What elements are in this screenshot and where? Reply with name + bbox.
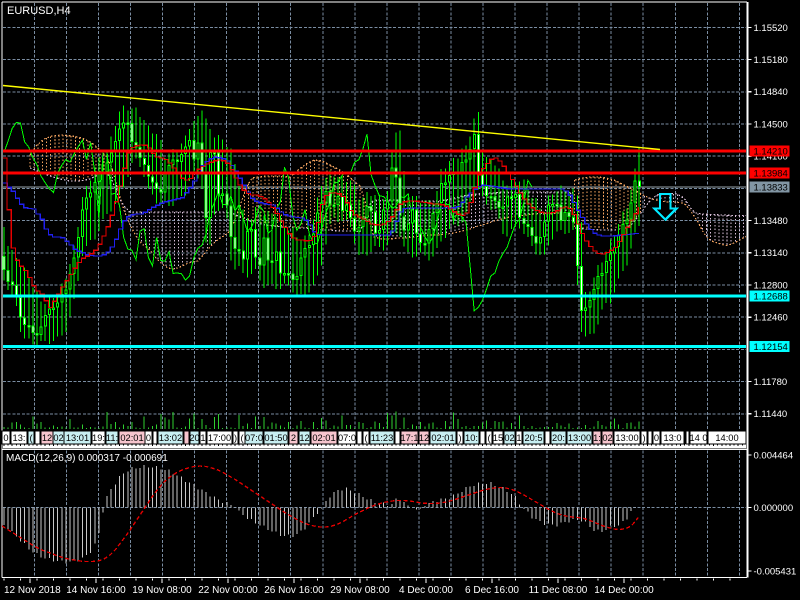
svg-text:01:50: 01:50 [264,433,287,443]
svg-text:1.12800: 1.12800 [754,280,788,291]
svg-text:0: 0 [654,433,659,443]
svg-text:14 Nov 16:00: 14 Nov 16:00 [66,585,126,596]
svg-text:12: 12 [419,433,429,443]
svg-text:07:0: 07:0 [245,433,263,443]
svg-text:02:01: 02:01 [431,433,454,443]
svg-text:12: 12 [42,433,52,443]
svg-text:1.13984: 1.13984 [754,168,788,179]
svg-text:MACD(12,26,9) 0.000317 -0.0006: MACD(12,26,9) 0.000317 -0.000691 [6,453,168,464]
svg-text:22 Nov 00:00: 22 Nov 00:00 [198,585,258,596]
svg-text:1.11780: 1.11780 [754,377,788,388]
svg-text:19:: 19: [92,433,105,443]
svg-text:29 Nov 08:00: 29 Nov 08:00 [330,585,390,596]
svg-text:12: 12 [299,433,309,443]
svg-text:6 Dec 16:00: 6 Dec 16:00 [465,585,519,596]
svg-text:): ) [234,433,237,443]
svg-text:(: ( [240,433,244,443]
svg-text:1.15520: 1.15520 [754,23,788,34]
svg-text:02: 02 [53,433,63,443]
svg-text:13:00: 13:00 [568,433,591,443]
svg-text:1.14500: 1.14500 [754,119,788,130]
svg-text:1.12460: 1.12460 [754,313,788,324]
svg-text:17:1: 17:1 [400,433,418,443]
svg-text:13:02: 13:02 [159,433,182,443]
svg-text:12 Nov 2018: 12 Nov 2018 [4,585,61,596]
svg-text:20: 20 [189,433,199,443]
svg-text:11 Dec 08:00: 11 Dec 08:00 [529,585,588,596]
svg-text:1.13480: 1.13480 [754,216,788,227]
svg-text:19 Nov 08:00: 19 Nov 08:00 [132,585,192,596]
svg-text:1.14210: 1.14210 [754,146,788,157]
svg-text:0: 0 [3,433,8,443]
svg-text:1.14160: 1.14160 [754,152,788,163]
svg-text:1.13140: 1.13140 [754,248,788,259]
svg-text:1.12688: 1.12688 [754,291,788,302]
svg-text:1.12154: 1.12154 [754,342,788,353]
svg-text:(: ( [364,433,368,443]
svg-text:07:0: 07:0 [338,433,356,443]
svg-text:): ) [642,433,645,443]
svg-text:): ) [458,433,461,443]
svg-text:0: 0 [146,433,151,443]
svg-text:1.15180: 1.15180 [754,55,788,66]
svg-text:13:: 13: [13,433,26,443]
svg-text:0.000000: 0.000000 [754,503,794,514]
svg-text:13:00: 13:00 [615,433,638,443]
svg-text:1:: 1: [593,433,601,443]
svg-text:14 Dec 00:00: 14 Dec 00:00 [594,585,654,596]
svg-text:1.13833: 1.13833 [754,182,788,193]
svg-text:13:0: 13:0 [663,433,681,443]
svg-text:(: ( [487,433,491,443]
svg-text:11:: 11: [106,433,118,443]
svg-text:-0.005431: -0.005431 [754,566,797,577]
svg-text:(: ( [29,433,33,443]
svg-text:EURUSD,H4: EURUSD,H4 [7,5,71,17]
svg-text:26 Nov 16:00: 26 Nov 16:00 [264,585,324,596]
svg-text:02: 02 [504,433,514,443]
svg-text:14 0: 14 0 [689,433,707,443]
svg-text:1.11440: 1.11440 [754,409,788,420]
svg-text:1.14840: 1.14840 [754,87,788,98]
svg-text:1: 1 [516,433,521,443]
svg-text:10:: 10: [465,433,478,443]
svg-text:4 Dec 00:00: 4 Dec 00:00 [399,585,453,596]
svg-text:0.004464: 0.004464 [754,450,794,461]
svg-text:13:01: 13:01 [66,433,89,443]
svg-text:02:01: 02:01 [312,433,335,443]
svg-text:20:5: 20:5 [524,433,542,443]
svg-text:20:: 20: [552,433,565,443]
svg-text:15: 15 [493,433,503,443]
svg-text:1: 1 [200,433,205,443]
svg-text:02: 02 [602,433,612,443]
svg-text:2: 2 [291,433,296,443]
svg-text:02:01: 02:01 [120,433,143,443]
svg-text:17:00: 17:00 [208,433,231,443]
svg-text:14:00: 14:00 [715,433,738,443]
svg-text:11:23: 11:23 [371,433,394,443]
